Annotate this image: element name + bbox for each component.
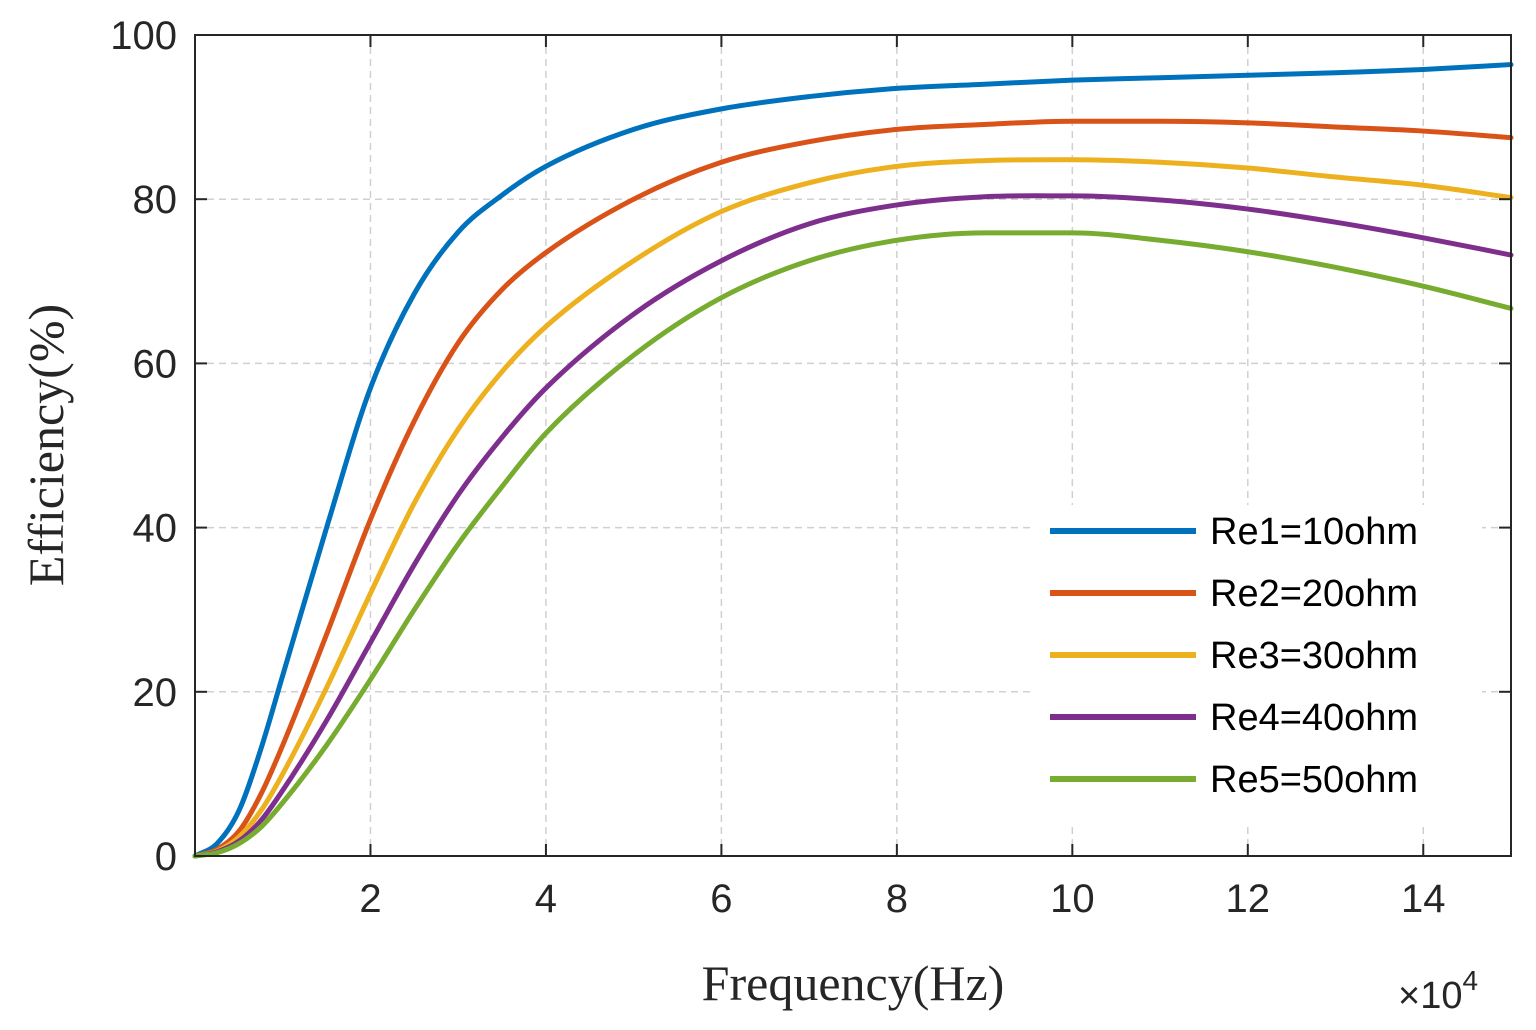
x-tick-label: 14	[1401, 877, 1446, 921]
x-exponent-power: 4	[1462, 965, 1478, 996]
x-tick-label: 12	[1226, 877, 1271, 921]
series-group	[192, 62, 1514, 859]
legend-label-re1: Re1=10ohm	[1210, 511, 1418, 553]
x-exponent-base: ×10	[1398, 975, 1462, 1017]
legend-box	[1032, 505, 1482, 825]
y-tick-label: 0	[155, 835, 177, 879]
y-tick-label: 60	[133, 342, 178, 386]
series-line-re3	[192, 157, 1514, 859]
legend-label-re3: Re3=30ohm	[1210, 635, 1418, 677]
x-tick-label: 6	[710, 877, 732, 921]
x-tick-label: 4	[535, 877, 557, 921]
x-tick-label: 8	[886, 877, 908, 921]
tick-labels: 2 4 6 8 10 12 14 0 20 40 60 80 100	[110, 14, 1445, 921]
series-line-re5	[192, 230, 1514, 859]
y-tick-label: 20	[133, 671, 178, 715]
legend: Re1=10ohm Re2=20ohm Re3=30ohm Re4=40ohm Re5=…	[1032, 505, 1482, 825]
x-tick-label: 10	[1050, 877, 1095, 921]
legend-label-re2: Re2=20ohm	[1210, 573, 1418, 615]
y-tick-label: 100	[110, 14, 177, 58]
x-axis-title: Frequency(Hz)	[702, 955, 1005, 1011]
y-tick-label: 80	[133, 178, 178, 222]
x-tick-label: 2	[359, 877, 381, 921]
ticks	[195, 34, 1511, 857]
y-axis-title: Efficiency(%)	[18, 304, 74, 586]
series-line-re2	[192, 118, 1514, 859]
x-axis-exponent: ×104	[1398, 965, 1478, 1017]
legend-label-re5: Re5=50ohm	[1210, 759, 1418, 801]
legend-label-re4: Re4=40ohm	[1210, 697, 1418, 739]
series-line-re4	[192, 193, 1514, 859]
plot-frame	[194, 34, 1512, 857]
series-line-re1	[192, 62, 1514, 859]
y-tick-label: 40	[133, 507, 178, 551]
